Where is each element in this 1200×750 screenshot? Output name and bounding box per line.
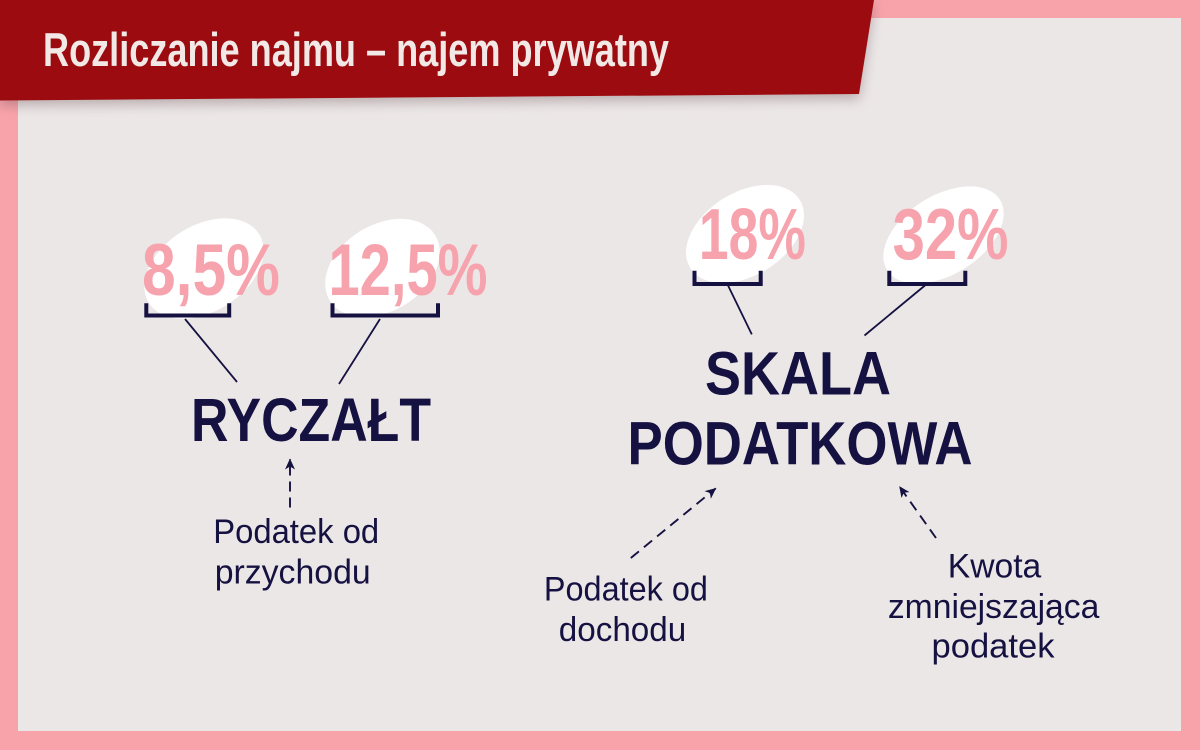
svg-text:podatek: podatek (932, 628, 1056, 666)
svg-text:8,5%: 8,5% (142, 228, 280, 311)
svg-text:18%: 18% (699, 194, 806, 275)
svg-text:Kwota: Kwota (948, 547, 1042, 585)
svg-text:12,5%: 12,5% (329, 228, 488, 311)
svg-text:zmniejszająca: zmniejszająca (888, 588, 1100, 626)
svg-text:SKALA: SKALA (705, 340, 891, 409)
svg-text:dochodu: dochodu (559, 611, 687, 649)
svg-text:Podatek od: Podatek od (544, 570, 708, 608)
svg-text:przychodu: przychodu (215, 553, 371, 591)
svg-text:RYCZAŁT: RYCZAŁT (191, 386, 431, 455)
svg-text:Podatek od: Podatek od (213, 513, 379, 551)
svg-text:Rozliczanie najmu – najem pryw: Rozliczanie najmu – najem prywatny (43, 23, 669, 76)
svg-text:32%: 32% (893, 194, 1009, 275)
svg-text:PODATKOWA: PODATKOWA (628, 410, 973, 479)
